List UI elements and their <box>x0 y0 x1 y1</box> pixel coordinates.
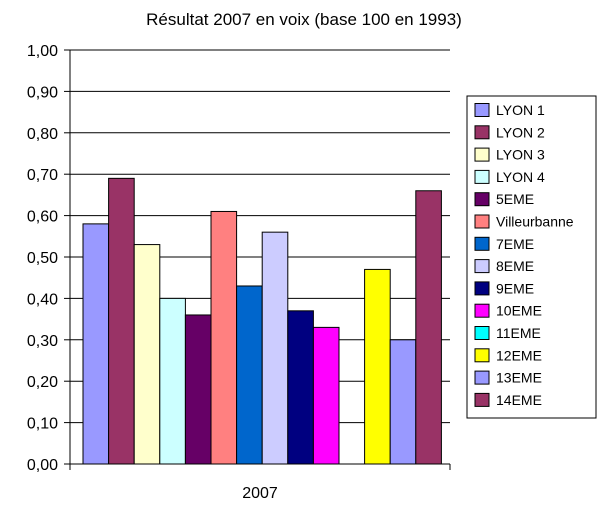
legend-label: LYON 2 <box>496 124 545 140</box>
bar-lyon-2 <box>108 177 135 465</box>
legend-swatch <box>474 370 490 385</box>
bar-10eme <box>312 326 340 465</box>
legend-label: LYON 1 <box>496 102 545 118</box>
bar-lyon-1 <box>82 223 110 465</box>
bar-9eme <box>287 310 314 465</box>
bar-12eme <box>364 268 391 465</box>
bar-lyon-4 <box>159 297 186 465</box>
legend-swatch <box>474 392 490 407</box>
y-tick-label: 0,10 <box>27 416 58 433</box>
legend-label: 12EME <box>496 347 542 363</box>
bar-5eme <box>184 314 212 465</box>
y-tick-label: 1,00 <box>27 43 58 60</box>
legend-swatch <box>474 169 490 184</box>
legend-swatch <box>474 192 490 207</box>
y-tick-label: 0,80 <box>27 126 58 143</box>
legend-label: 14EME <box>496 392 542 408</box>
legend-label: 7EME <box>496 236 534 252</box>
y-tick-label: 0,20 <box>27 374 58 391</box>
legend-label: Villeurbanne <box>496 214 574 230</box>
y-tick-label: 0,40 <box>27 291 58 308</box>
legend-swatch <box>474 147 490 162</box>
bar-13eme <box>389 339 417 465</box>
legend-label: 9EME <box>496 280 534 296</box>
bar-villeurbanne <box>210 210 238 465</box>
bars <box>82 177 442 465</box>
y-tick-label: 0,90 <box>27 84 58 101</box>
legend-swatch <box>474 214 490 229</box>
y-tick-label: 0,00 <box>27 457 58 474</box>
chart-title: Résultat 2007 en voix (base 100 en 1993) <box>146 10 462 29</box>
bar-lyon-3 <box>133 244 161 465</box>
legend-label: 10EME <box>496 303 542 319</box>
legend-swatch <box>474 125 490 140</box>
legend-label: 8EME <box>496 258 534 274</box>
legend-swatch <box>474 281 490 296</box>
x-category-label: 2007 <box>242 485 278 502</box>
legend-swatch <box>474 303 490 318</box>
y-tick-label: 0,30 <box>27 333 58 350</box>
legend-swatch <box>474 326 490 340</box>
legend-label: 11EME <box>496 325 541 341</box>
axes: 0,00 0,10 0,20 0,30 0,40 0,50 0,60 0,70 0,80 0,90… <box>27 43 451 502</box>
legend-label: LYON 4 <box>496 169 545 185</box>
bar-8eme <box>261 231 289 465</box>
y-tick-label: 0,50 <box>27 250 58 267</box>
legend-swatch <box>474 103 490 117</box>
legend-swatch <box>474 348 490 363</box>
legend-label: 13EME <box>496 370 542 386</box>
legend-swatch <box>474 236 490 251</box>
legend-label: LYON 3 <box>496 147 545 163</box>
y-tick-label: 0,60 <box>27 209 58 226</box>
legend: LYON 1 LYON 2 LYON 3 LYON 4 5EME Villeurbanne… <box>466 95 597 419</box>
legend-label: 5EME <box>496 191 534 207</box>
bar-7eme <box>236 285 263 465</box>
bar-14eme <box>415 190 442 465</box>
y-tick-label: 0,70 <box>27 167 58 184</box>
legend-swatch <box>474 259 490 274</box>
